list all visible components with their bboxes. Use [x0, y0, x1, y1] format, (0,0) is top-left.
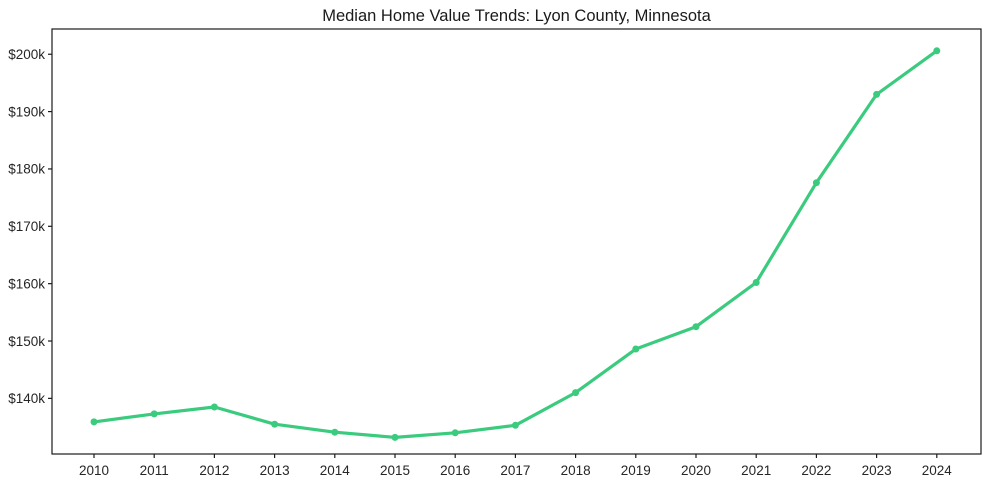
data-point [271, 420, 279, 428]
data-point [210, 403, 218, 411]
data-point [812, 179, 820, 187]
y-tick-label: $150k [8, 334, 45, 349]
data-point [692, 323, 700, 331]
chart-title: Median Home Value Trends: Lyon County, M… [322, 7, 711, 25]
data-point [150, 410, 158, 418]
data-point [572, 389, 580, 397]
x-tick-label: 2020 [681, 463, 711, 478]
x-tick-label: 2015 [380, 463, 410, 478]
y-tick-label: $190k [8, 104, 45, 119]
x-tick-label: 2017 [500, 463, 530, 478]
data-series [90, 47, 941, 441]
x-tick-label: 2011 [140, 463, 169, 478]
x-tick-label: 2024 [922, 463, 953, 478]
data-point [632, 345, 640, 353]
data-point [451, 429, 459, 437]
x-tick-label: 2021 [741, 463, 771, 478]
x-tick-label: 2019 [621, 463, 651, 478]
x-tick-label: 2010 [79, 463, 109, 478]
y-tick-label: $170k [8, 219, 45, 234]
y-tick-label: $180k [8, 162, 45, 177]
x-tick-label: 2018 [561, 463, 591, 478]
series-line [92, 49, 939, 439]
data-point [331, 428, 339, 436]
y-axis: $140k $150k $160k $170k $180k $190k $200k [8, 47, 52, 406]
x-tick-label: 2023 [862, 463, 892, 478]
x-tick-label: 2013 [260, 463, 290, 478]
plot-border [51, 28, 982, 455]
data-point [511, 421, 519, 429]
data-point [391, 433, 399, 441]
x-tick-label: 2014 [320, 463, 351, 478]
x-axis: 2010 2011 2012 2013 2014 2015 2016 2017 2018 2019… [79, 454, 952, 478]
data-point [90, 418, 98, 426]
x-tick-label: 2016 [440, 463, 470, 478]
y-tick-label: $160k [8, 276, 45, 291]
x-tick-label: 2012 [199, 463, 229, 478]
x-tick-label: 2022 [801, 463, 831, 478]
data-point [873, 90, 881, 98]
y-tick-label: $140k [8, 391, 45, 406]
data-point [933, 47, 941, 55]
y-tick-label: $200k [8, 47, 45, 62]
data-point [752, 279, 760, 286]
